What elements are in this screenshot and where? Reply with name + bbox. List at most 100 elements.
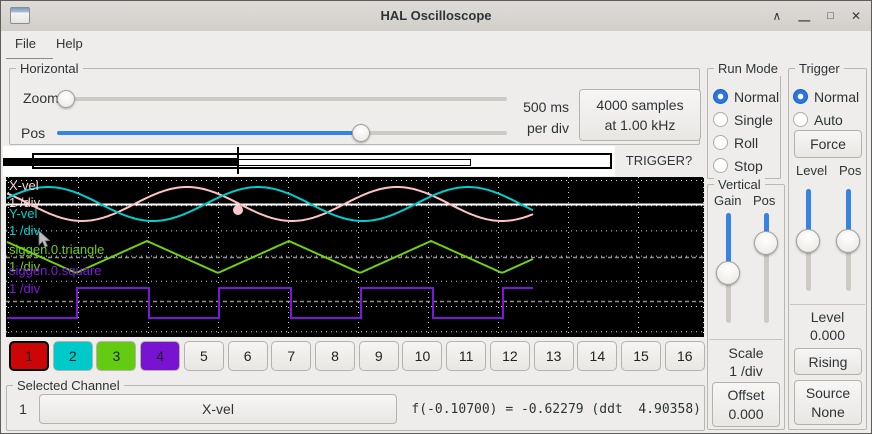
time-per-div: 500 ms per div — [493, 97, 569, 139]
radio-label: Stop — [734, 157, 763, 174]
record-bar-filled — [3, 158, 238, 166]
scope-canvas — [6, 177, 704, 337]
channel-button-4[interactable]: 4 — [140, 341, 181, 371]
shade-icon[interactable]: ∧ — [772, 9, 782, 23]
channel-button-11[interactable]: 11 — [446, 341, 487, 371]
vertical-pos-slider-fill — [764, 213, 769, 243]
vertical-pos-slider-handle[interactable] — [754, 231, 778, 255]
channel-button-2[interactable]: 2 — [52, 341, 93, 371]
radio-option-single[interactable]: Single — [713, 108, 773, 131]
radio-option-normal[interactable]: Normal — [713, 85, 779, 108]
trigger-level-slider-handle[interactable] — [796, 229, 820, 253]
time-per-div-unit: per div — [526, 120, 569, 136]
radio-label: Roll — [734, 134, 759, 151]
trigger-source-button[interactable]: Source None — [794, 380, 862, 425]
radio-icon[interactable] — [713, 112, 728, 127]
radio-label: Single — [734, 111, 773, 128]
pos-slider-handle[interactable] — [352, 124, 370, 142]
vertical-separator — [709, 339, 783, 340]
horizontal-frame: Horizontal — [9, 61, 700, 145]
window-title: HAL Oscilloscope — [380, 8, 492, 23]
radio-icon[interactable] — [793, 112, 808, 127]
window-icon — [10, 7, 30, 24]
radio-icon[interactable] — [713, 158, 728, 173]
radio-option-roll[interactable]: Roll — [713, 131, 758, 154]
radio-label: Normal — [734, 88, 780, 105]
maximize-icon[interactable]: □ — [827, 10, 834, 22]
channel-button-10[interactable]: 10 — [402, 341, 443, 371]
wave-siggen-triangle — [6, 239, 534, 274]
trigger-pos-slider-fill — [846, 189, 851, 241]
radio-icon[interactable] — [793, 89, 808, 104]
radio-option-stop[interactable]: Stop — [713, 154, 763, 177]
radio-icon[interactable] — [713, 135, 728, 150]
menu-file[interactable]: File — [15, 36, 36, 51]
scope-channel-label: Y-vel — [9, 206, 38, 221]
channel-button-5[interactable]: 5 — [183, 341, 224, 371]
channel-button-12[interactable]: 12 — [489, 341, 530, 371]
vertical-pos-header: Pos — [753, 193, 776, 208]
channel-button-13[interactable]: 13 — [533, 341, 574, 371]
scope-channel-label: 1 /div — [9, 259, 41, 274]
wave-y-vel — [6, 186, 534, 222]
vertical-frame: Vertical — [707, 177, 785, 430]
vertical-scale-caption: Scale — [728, 345, 764, 361]
titlebar: HAL Oscilloscope ∧ — □ ✕ — [1, 1, 871, 32]
vertical-offset-button[interactable]: Offset 0.000 — [712, 382, 780, 427]
pos-slider-fill — [57, 131, 361, 135]
channel-button-6[interactable]: 6 — [227, 341, 268, 371]
channel-button-7[interactable]: 7 — [271, 341, 312, 371]
samples-button[interactable]: 4000 samples at 1.00 kHz — [579, 89, 701, 141]
vertical-frame-label: Vertical — [714, 177, 765, 192]
scope-display: X-vel 1 /div Y-vel 1 /div siggen.0.triangle 1… — [6, 177, 704, 337]
selected-channel-frame-label: Selected Channel — [13, 378, 124, 393]
scope-channel-label: X-vel — [9, 178, 39, 193]
trigger-status: TRIGGER? — [625, 153, 693, 168]
vertical-gain-slider-fill — [726, 213, 731, 273]
vertical-gain-slider-handle[interactable] — [716, 261, 740, 285]
channel-button-8[interactable]: 8 — [315, 341, 356, 371]
scope-channel-label: siggen.0.square — [9, 263, 102, 278]
trigger-pos-slider-handle[interactable] — [836, 229, 860, 253]
vertical-scale-value: 1 /div — [729, 363, 763, 379]
trigger-level-value: 0.000 — [809, 327, 846, 343]
radio-option-normal[interactable]: Normal — [793, 85, 859, 108]
trigger-frame: Trigger — [788, 61, 867, 430]
radio-label: Auto — [814, 111, 843, 128]
wave-siggen-square — [7, 287, 533, 319]
close-icon[interactable]: ✕ — [850, 9, 861, 23]
selected-channel-number: 1 — [19, 401, 27, 417]
selected-channel-frame: Selected Channel — [6, 378, 705, 431]
wave-x-vel — [6, 186, 534, 222]
channel-button-16[interactable]: 16 — [664, 341, 705, 371]
mouse-cursor-icon — [38, 230, 51, 248]
channel-button-14[interactable]: 14 — [577, 341, 618, 371]
menu-underline — [6, 58, 53, 59]
radio-option-auto[interactable]: Auto — [793, 108, 843, 131]
trigger-frame-label: Trigger — [795, 61, 844, 76]
selected-channel-button[interactable]: X-vel — [39, 394, 397, 424]
scope-channel-label: 1 /div — [9, 195, 41, 210]
trigger-separator — [790, 304, 865, 305]
menubar: File Help — [1, 31, 871, 59]
channel-button-15[interactable]: 15 — [621, 341, 662, 371]
minimize-icon[interactable]: — — [798, 13, 811, 27]
zoom-slider-track[interactable] — [57, 97, 507, 101]
channel-button-1[interactable]: 1 — [9, 341, 49, 371]
pos-label: Pos — [21, 125, 46, 141]
record-bar-pending — [238, 159, 471, 166]
channel-button-9[interactable]: 9 — [358, 341, 399, 371]
menu-help[interactable]: Help — [56, 36, 83, 51]
radio-label: Normal — [814, 88, 860, 105]
vertical-pos-slider-track[interactable] — [764, 213, 769, 323]
scope-channel-label: 1 /div — [9, 281, 41, 296]
channel-button-3[interactable]: 3 — [96, 341, 137, 371]
radio-icon[interactable] — [713, 89, 728, 104]
run-mode-frame-label: Run Mode — [714, 61, 782, 76]
scope-channel-label: 1 /div — [9, 223, 41, 238]
run-mode-frame: Run Mode — [707, 61, 782, 179]
trigger-edge-button[interactable]: Rising — [794, 348, 862, 375]
zoom-slider-handle[interactable] — [57, 90, 75, 108]
force-button[interactable]: Force — [794, 130, 862, 158]
